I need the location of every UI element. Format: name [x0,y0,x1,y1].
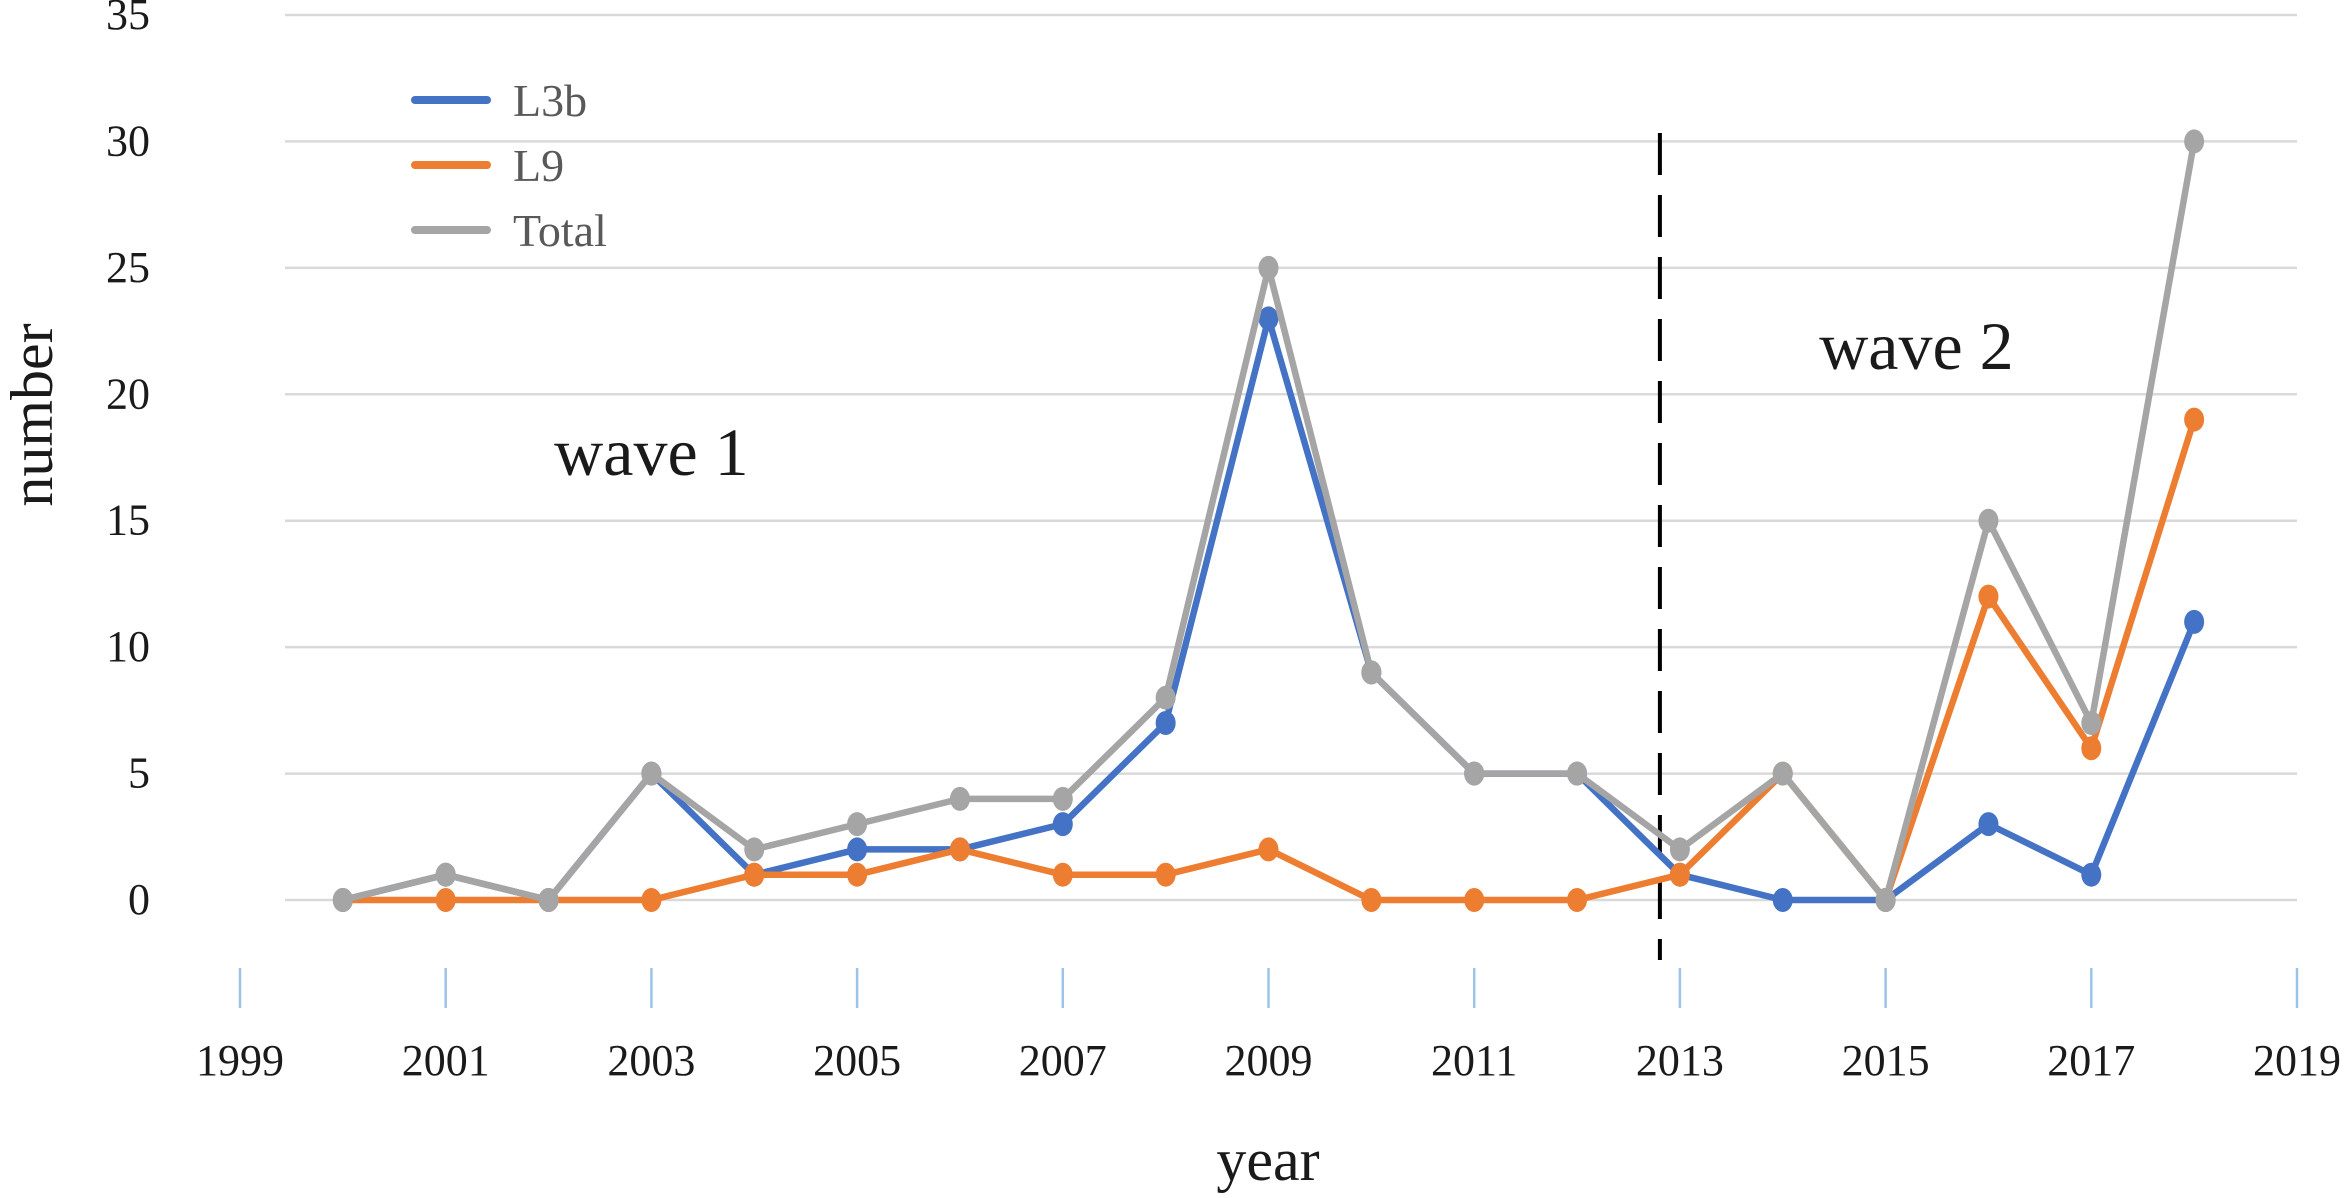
x-tick-label: 2011 [1431,1036,1517,1085]
data-point-l9 [1567,888,1588,912]
data-point-total [1875,888,1896,912]
data-point-total [435,862,456,887]
data-point-total [2184,129,2205,154]
x-tick-label: 2009 [1225,1036,1313,1085]
x-tick-label: 2007 [1019,1036,1107,1085]
x-tick-label: 1999 [196,1036,284,1085]
y-tick-label: 35 [106,0,150,39]
legend: L3b L9 Total [411,75,607,256]
data-point-l9 [1258,837,1279,862]
data-point-total [949,786,970,811]
data-point-total [1978,508,1999,533]
data-point-total [1155,685,1176,710]
data-point-l9 [1361,888,1382,912]
data-point-l9 [1669,862,1690,887]
data-point-l3b [1155,711,1176,735]
y-axis-title: number [0,323,65,506]
data-point-total [744,837,765,862]
data-point-total [847,812,868,837]
x-tick-label: 2015 [1842,1036,1930,1085]
data-point-l9 [1978,584,1999,609]
data-point-total [332,888,353,912]
series-line-l9 [339,416,2198,904]
data-point-l3b [1052,812,1073,837]
x-axis-ticks: 1999 2001 2003 2005 2007 2009 2011 2013 2015 2017… [196,968,2341,1085]
data-point-total [538,888,559,912]
data-point-l9 [435,888,456,912]
series-group [332,129,2205,912]
data-point-l9 [744,862,765,887]
data-point-l9 [641,888,662,912]
y-tick-label: 20 [106,369,150,418]
data-point-total [1567,761,1588,786]
data-point-total [1669,837,1690,862]
y-tick-label: 10 [106,622,150,671]
y-tick-label: 0 [128,875,150,924]
x-tick-label: 2005 [813,1036,901,1085]
x-tick-label: 2019 [2253,1036,2341,1085]
data-point-l3b [1772,888,1793,912]
legend-label: L9 [513,140,564,191]
data-point-l3b [2184,609,2205,634]
data-point-total [1052,786,1073,811]
wave-label: wave 2 [1819,308,2013,384]
data-point-l9 [2081,736,2102,761]
data-point-total [1464,761,1485,786]
x-axis-title: year [1216,1127,1319,1193]
data-point-l3b [847,837,868,862]
y-axis-ticks: 0 5 10 15 20 25 30 35 [106,0,150,924]
data-point-total [1361,660,1382,685]
y-tick-label: 15 [106,496,150,545]
x-tick-label: 2001 [402,1036,490,1085]
series-total [332,129,2205,912]
data-point-l9 [847,862,868,887]
y-tick-label: 30 [106,116,150,165]
data-point-total [641,761,662,786]
data-point-l3b [2081,862,2102,887]
data-point-l9 [949,837,970,862]
data-point-l9 [1052,862,1073,887]
legend-label: Total [513,205,607,256]
data-point-l9 [1464,888,1485,912]
data-point-l9 [1155,862,1176,887]
data-point-l9 [2184,407,2205,432]
wave-label: wave 1 [554,414,748,490]
x-tick-label: 2017 [2047,1036,2135,1085]
data-point-total [1772,761,1793,786]
annotations: wave 1 wave 2 [554,308,2014,490]
data-point-l3b [1978,812,1999,837]
x-tick-label: 2013 [1636,1036,1724,1085]
y-tick-label: 5 [128,749,150,798]
data-point-total [1258,255,1279,280]
legend-label: L3b [513,75,587,126]
data-point-total [2081,711,2102,735]
y-tick-label: 25 [106,243,150,292]
x-tick-label: 2003 [607,1036,695,1085]
data-point-l3b [1258,306,1279,331]
